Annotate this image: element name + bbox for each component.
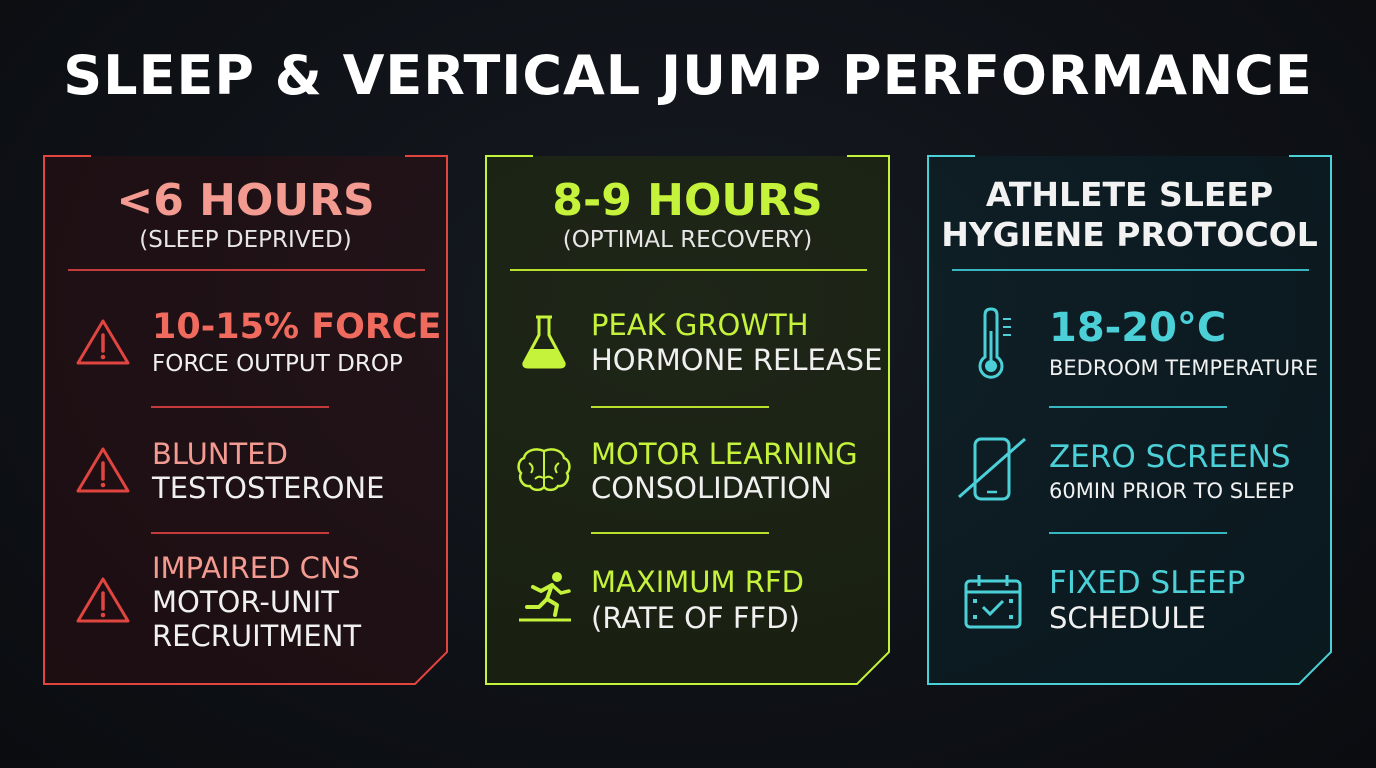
sleep-hygiene-panel: ATHLETE SLEEP HYGIENE PROTOCOL 18-20°C B… bbox=[927, 155, 1332, 685]
panel-heading: <6 HOURS bbox=[116, 175, 375, 226]
panel-heading-line2: HYGIENE PROTOCOL bbox=[941, 215, 1318, 254]
sleep-deprived-panel: <6 HOURS (SLEEP DEPRIVED) 10-15% FORCE F… bbox=[43, 155, 448, 685]
item-description: MOTOR-UNIT bbox=[152, 585, 340, 619]
item-title: MAXIMUM RFD bbox=[591, 565, 804, 599]
item-description: HORMONE RELEASE bbox=[591, 343, 883, 377]
no-phone-icon bbox=[958, 437, 1026, 501]
warning-icon bbox=[76, 319, 130, 365]
item-description: FORCE OUTPUT DROP bbox=[152, 351, 403, 377]
divider bbox=[952, 269, 1309, 271]
item-title: MOTOR LEARNING bbox=[591, 437, 858, 471]
warning-icon bbox=[76, 447, 130, 493]
item-description: (RATE OF FFD) bbox=[591, 601, 800, 635]
separator bbox=[1049, 406, 1227, 408]
panel-subheading: (OPTIMAL RECOVERY) bbox=[562, 227, 813, 253]
optimal-recovery-panel: 8-9 HOURS (OPTIMAL RECOVERY) PEAK GROWTH… bbox=[485, 155, 890, 685]
thermometer-icon bbox=[978, 307, 1011, 379]
item-description-2: RECRUITMENT bbox=[152, 619, 362, 653]
separator bbox=[151, 532, 329, 534]
teal-panel-frame bbox=[927, 155, 1332, 685]
item-title: BLUNTED bbox=[152, 437, 288, 471]
green-panel-frame bbox=[485, 155, 890, 685]
brain-icon bbox=[517, 448, 571, 492]
panel-heading: 8-9 HOURS bbox=[552, 175, 823, 226]
item-description: TESTOSTERONE bbox=[152, 471, 385, 505]
item-description: 60MIN PRIOR TO SLEEP bbox=[1049, 479, 1294, 503]
item-description: BEDROOM TEMPERATURE bbox=[1049, 356, 1318, 380]
warning-icon bbox=[76, 577, 130, 623]
divider bbox=[68, 269, 425, 271]
item-title: ZERO SCREENS bbox=[1049, 439, 1291, 475]
item-title: 18-20°C bbox=[1049, 305, 1227, 351]
separator bbox=[1049, 532, 1227, 534]
item-title: 10-15% FORCE bbox=[152, 307, 442, 347]
separator bbox=[151, 406, 329, 408]
red-panel-frame bbox=[43, 155, 448, 685]
item-description: CONSOLIDATION bbox=[591, 471, 832, 505]
page-title: SLEEP & VERTICAL JUMP PERFORMANCE bbox=[63, 44, 1313, 107]
calendar-icon bbox=[964, 575, 1022, 629]
divider bbox=[510, 269, 867, 271]
sprinter-icon bbox=[519, 572, 571, 622]
item-title: PEAK GROWTH bbox=[591, 308, 809, 342]
panel-subheading: (SLEEP DEPRIVED) bbox=[139, 227, 352, 253]
item-description: SCHEDULE bbox=[1049, 601, 1206, 635]
flask-icon bbox=[522, 315, 566, 369]
item-title: FIXED SLEEP bbox=[1049, 565, 1246, 601]
separator bbox=[591, 406, 769, 408]
separator bbox=[591, 532, 769, 534]
item-title: IMPAIRED CNS bbox=[152, 551, 360, 585]
panel-heading: ATHLETE SLEEP bbox=[985, 175, 1274, 214]
